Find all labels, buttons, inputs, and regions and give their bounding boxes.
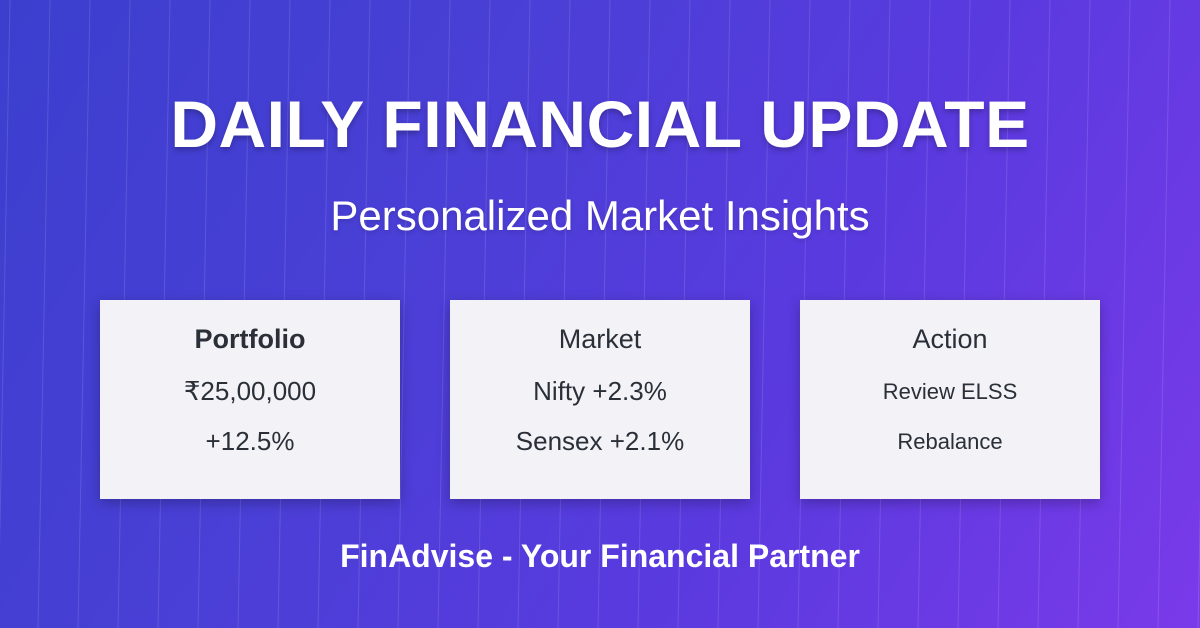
action-item-rebalance: Rebalance bbox=[897, 429, 1003, 454]
sensex-change: Sensex +2.1% bbox=[515, 426, 685, 456]
action-card-title: Action bbox=[912, 324, 988, 354]
action-item-review-elss: Review ELSS bbox=[882, 379, 1018, 404]
portfolio-card: Portfolio ₹25,00,000 +12.5% bbox=[100, 300, 400, 499]
page-subtitle: Personalized Market Insights bbox=[330, 192, 870, 239]
footer-tagline: FinAdvise - Your Financial Partner bbox=[340, 538, 860, 574]
portfolio-value: ₹25,00,000 bbox=[183, 376, 317, 406]
action-card: Action Review ELSS Rebalance bbox=[800, 300, 1100, 499]
market-card-title: Market bbox=[558, 324, 642, 354]
nifty-change: Nifty +2.3% bbox=[533, 376, 667, 406]
page-title: DAILY FINANCIAL UPDATE bbox=[170, 87, 1030, 161]
portfolio-card-title: Portfolio bbox=[194, 324, 306, 354]
portfolio-change: +12.5% bbox=[205, 426, 295, 456]
market-card: Market Nifty +2.3% Sensex +2.1% bbox=[450, 300, 750, 499]
